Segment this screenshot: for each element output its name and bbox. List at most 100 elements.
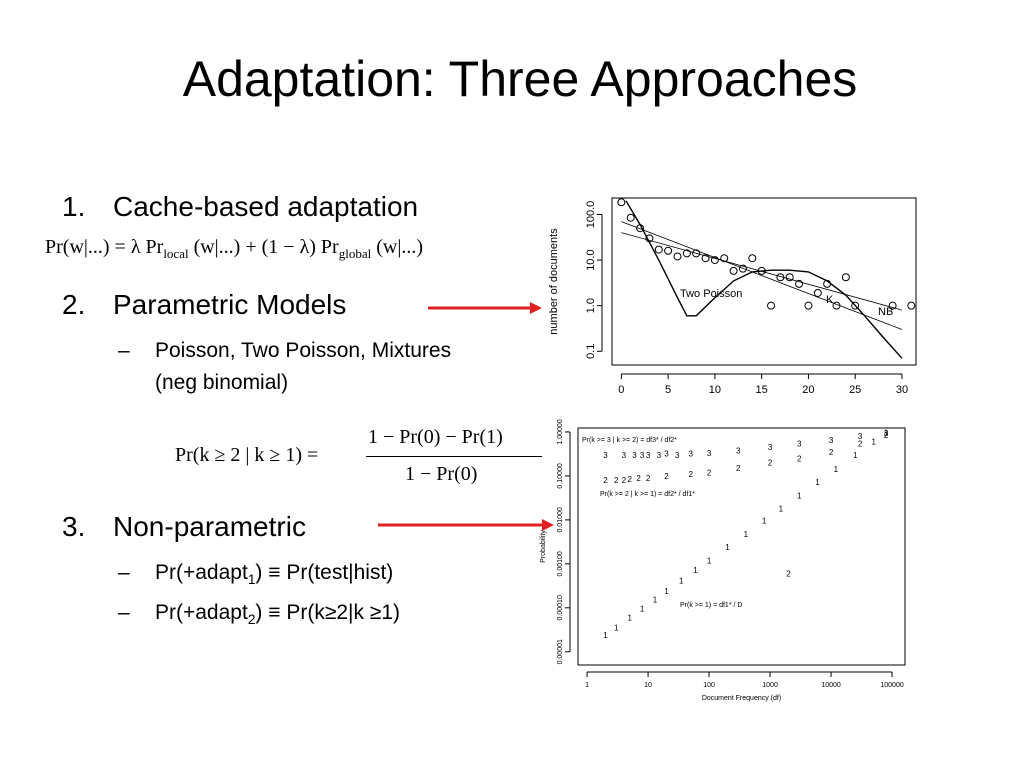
subscript: global (338, 246, 372, 261)
point: 1 (779, 505, 784, 514)
y-tick-label: 0.00010 (557, 595, 564, 620)
point: 2 (664, 472, 669, 481)
item-heading: Cache-based adaptation (113, 191, 419, 222)
point: 2 (797, 454, 802, 463)
x-tick-label: 15 (756, 384, 768, 396)
point (888, 301, 897, 310)
line-label: Two Poisson (680, 288, 742, 300)
point (617, 198, 626, 207)
subscript: 2 (247, 612, 256, 628)
bullet-marker: – (118, 339, 130, 362)
point (767, 301, 776, 310)
x-tick-label: 20 (802, 384, 814, 396)
annotation: Pr(k >= 2 | k >= 1) = df2* / df1* (600, 491, 695, 498)
point: 2 (736, 464, 741, 473)
point (673, 252, 682, 261)
text-part: ) ≡ Pr(test|hist) (255, 561, 394, 584)
arrow (378, 519, 554, 531)
point: 3 (797, 439, 802, 448)
point: 3 (768, 443, 773, 452)
x-tick-label: 100 (703, 682, 715, 689)
point (664, 246, 673, 255)
point: 2 (768, 459, 773, 468)
point (804, 301, 813, 310)
formula-numerator: 1 − Pr(0) − Pr(1) (368, 426, 503, 448)
point: 3 (736, 446, 741, 455)
point: 3 (664, 450, 669, 459)
text-part: Pr(+adapt (155, 601, 248, 624)
y-tick-label: 0.10000 (557, 463, 564, 488)
point: 1 (679, 576, 684, 585)
y-tick-label: 100.0 (585, 201, 597, 229)
x-tick-label: 25 (849, 384, 861, 396)
point: 1 (725, 543, 730, 552)
bullet-marker: – (118, 561, 130, 584)
x-tick-label: 10 (644, 682, 652, 689)
point: 3 (657, 451, 662, 460)
point (729, 266, 738, 275)
point: 2 (707, 468, 712, 477)
plot-frame (577, 427, 906, 666)
point (626, 213, 635, 222)
point: 3 (675, 451, 680, 460)
y-tick-label: 10.0 (585, 249, 597, 270)
x-tick-label: 100000 (880, 682, 903, 689)
point: 1 (834, 465, 839, 474)
annotation: Pr(k >= 3 | k >= 2) = df3* / df2* (582, 437, 677, 444)
point (813, 288, 822, 297)
point: 1 (744, 530, 749, 539)
point: 1 (871, 438, 876, 447)
x-tick-label: 10000 (821, 682, 841, 689)
point: 3 (688, 450, 693, 459)
y-tick-label: 1.0 (585, 298, 597, 313)
point: 1 (815, 478, 820, 487)
point: 3 (707, 449, 712, 458)
y-tick-label: 1.00000 (557, 419, 564, 444)
point: 2 (829, 448, 834, 457)
point: 1 (884, 429, 889, 438)
line (621, 221, 903, 330)
item-number: 1. (62, 191, 86, 222)
point: 3 (884, 429, 889, 438)
point: 2 (627, 475, 632, 484)
point (851, 301, 860, 310)
point: 1 (664, 587, 669, 596)
point: 1 (797, 491, 802, 500)
point: 2 (786, 570, 791, 579)
subscript: local (163, 246, 189, 261)
x-tick-label: 10 (709, 384, 721, 396)
y-tick-label: 0.1 (585, 344, 597, 359)
point (738, 264, 747, 273)
item-number: 3. (62, 511, 86, 542)
point (748, 254, 757, 263)
point: 2 (622, 476, 627, 485)
point (720, 254, 729, 263)
point: 2 (614, 476, 619, 485)
subscript: 1 (247, 572, 256, 588)
point (710, 256, 719, 265)
text-part: Pr(+adapt (155, 561, 248, 584)
x-tick-label: 1 (585, 682, 589, 689)
point: 3 (603, 451, 608, 460)
line-label: K (826, 294, 834, 306)
point (692, 249, 701, 258)
chart: 0 5 10 15 20 25 30 0.1 1.0 10.0 100.0 number of doc… (548, 197, 917, 396)
formula-lhs: Pr(k ≥ 2 | k ≥ 1) = (175, 444, 319, 466)
fraction-bar (366, 456, 542, 457)
x-tick-label: 1000 (762, 682, 778, 689)
point (795, 279, 804, 288)
item-number: 2. (62, 289, 86, 320)
point: 1 (853, 451, 858, 460)
bullet-text: Pr(+adapt2) ≡ Pr(k≥2|k ≥1) (155, 597, 400, 636)
point (907, 301, 916, 310)
point: 3 (640, 451, 645, 460)
point: 1 (707, 556, 712, 565)
y-tick-label: 0.01000 (557, 507, 564, 532)
formula: Pr(w|...) = λ Prlocal (w|...) + (1 − λ) … (45, 236, 423, 262)
plot-frame (611, 197, 917, 366)
y-axis-label: Probability (540, 530, 547, 563)
point (682, 249, 691, 258)
point: 2 (688, 470, 693, 479)
point (841, 273, 850, 282)
